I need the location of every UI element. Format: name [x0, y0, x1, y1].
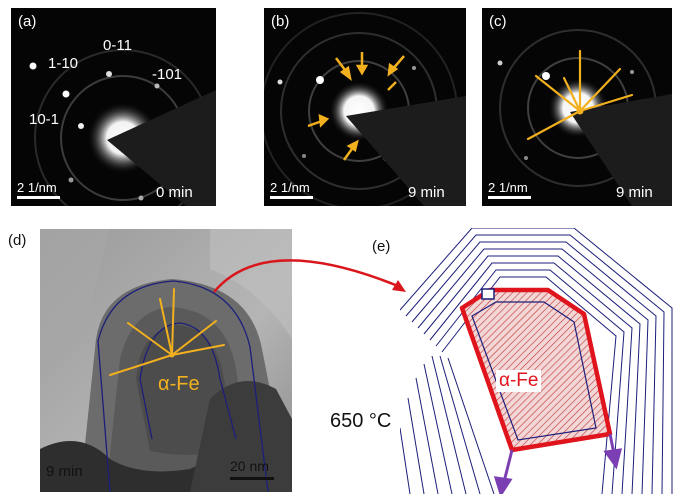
- time-label-d: 9 min: [46, 463, 83, 480]
- diffraction-pattern-a: [29, 49, 216, 206]
- diffraction-panel-c: (c) 2 1/nm 9 min: [482, 8, 672, 206]
- panel-d-label: (d): [8, 232, 27, 249]
- time-label-a: 0 min: [156, 184, 193, 201]
- diffraction-pattern-b: [264, 12, 466, 206]
- arrow-overlay-b: [307, 52, 405, 161]
- panel-e-label: (e): [372, 238, 391, 255]
- diffraction-panel-a: (a) 0-11 1-10 -101 10-1 2 1/nm 0 min: [11, 8, 216, 206]
- scale-label-d: 20 nm: [230, 458, 269, 474]
- panel-a-label: (a): [18, 13, 37, 30]
- scale-bar-a: [17, 196, 60, 199]
- line-overlay-c: [526, 49, 634, 141]
- scale-label-a: 2 1/nm: [17, 180, 57, 195]
- miller-index-10-1: 10-1: [29, 111, 60, 128]
- time-label-c: 9 min: [616, 184, 653, 201]
- miller-index-1-10: 1-10: [48, 55, 79, 72]
- scale-bar-d: [230, 477, 274, 480]
- growth-schematic-e: [400, 228, 673, 494]
- alpha-fe-label-d: α-Fe: [158, 373, 200, 395]
- panel-c-label: (c): [489, 13, 507, 30]
- tem-image-d: [40, 229, 292, 492]
- miller-index-0-11: 0-11: [103, 37, 132, 54]
- time-label-b: 9 min: [408, 184, 445, 201]
- panel-b-label: (b): [271, 13, 290, 30]
- temperature-label: 650 °C: [330, 410, 392, 432]
- scale-bar-b: [270, 196, 313, 199]
- scale-label-c: 2 1/nm: [488, 180, 528, 195]
- tem-micrograph-d: α-Fe 9 min 20 nm: [40, 229, 292, 492]
- alpha-fe-label-e: α-Fe: [496, 370, 542, 392]
- scale-label-b: 2 1/nm: [270, 180, 310, 195]
- diffraction-panel-b: (b) 2 1/nm 9 min: [264, 8, 466, 206]
- scale-bar-c: [488, 196, 531, 199]
- miller-index-101: -101: [152, 66, 183, 83]
